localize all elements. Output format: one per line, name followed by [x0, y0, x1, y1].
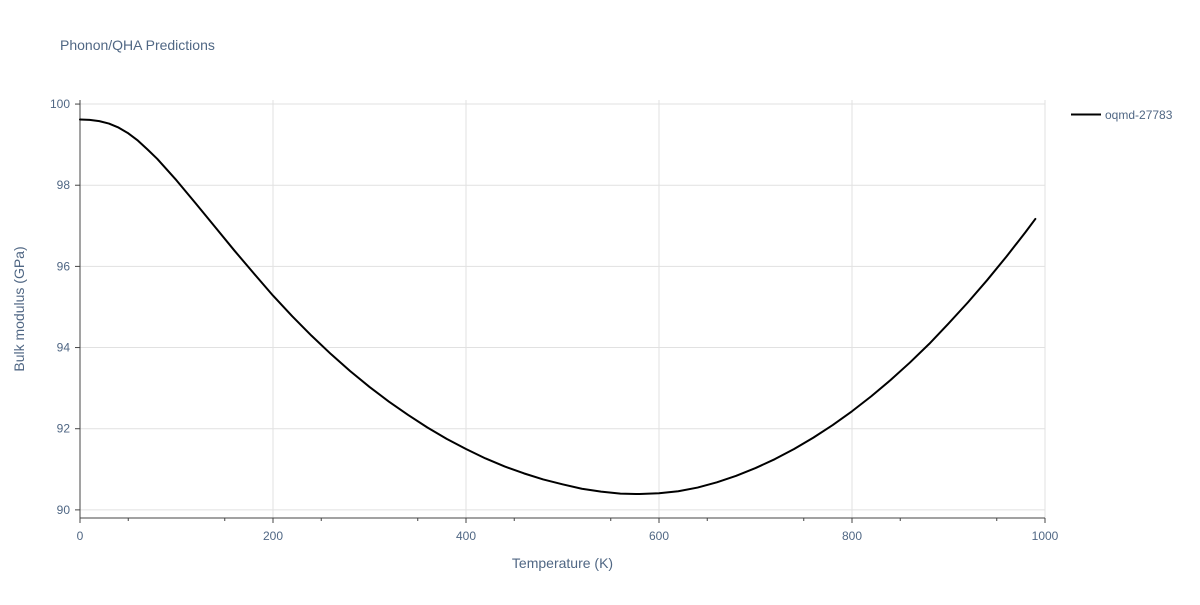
chart-title: Phonon/QHA Predictions	[60, 37, 215, 53]
y-tick-label: 94	[57, 341, 71, 355]
y-tick-label: 90	[57, 503, 71, 517]
y-axis-ticks: 90 92 94 96 98 100	[50, 97, 80, 517]
y-tick-label: 100	[50, 97, 70, 111]
x-tick-label: 0	[77, 529, 84, 543]
x-tick-label: 200	[263, 529, 283, 543]
y-tick-label: 98	[57, 178, 71, 192]
grid-lines	[80, 100, 1046, 518]
x-tick-label: 800	[842, 529, 862, 543]
x-tick-label: 600	[649, 529, 669, 543]
legend[interactable]: oqmd-27783	[1071, 108, 1173, 122]
axes	[79, 100, 1045, 519]
x-tick-label: 1000	[1032, 529, 1059, 543]
y-tick-label: 96	[57, 259, 71, 273]
x-axis-ticks: 0 200 400 600 800 1000	[77, 518, 1059, 543]
series-lines	[79, 118, 1037, 496]
x-axis-title: Temperature (K)	[512, 555, 613, 571]
legend-label: oqmd-27783	[1105, 108, 1173, 122]
y-tick-label: 92	[57, 422, 71, 436]
series-line[interactable]	[79, 118, 1037, 496]
x-tick-label: 400	[456, 529, 476, 543]
y-axis-title: Bulk modulus (GPa)	[11, 246, 27, 371]
